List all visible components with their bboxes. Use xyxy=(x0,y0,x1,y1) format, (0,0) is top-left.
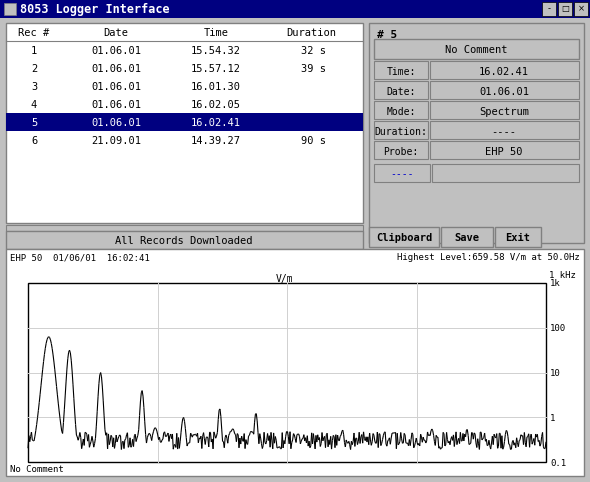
Text: 4: 4 xyxy=(31,100,37,110)
Bar xyxy=(6,231,363,249)
Text: 3: 3 xyxy=(31,82,37,92)
Text: 16.02.41: 16.02.41 xyxy=(191,118,241,128)
Bar xyxy=(6,113,363,131)
Bar xyxy=(369,23,584,243)
Text: Duration: Duration xyxy=(286,28,336,38)
Bar xyxy=(374,81,428,99)
Text: 5: 5 xyxy=(31,118,37,128)
Text: Save: Save xyxy=(454,233,480,243)
Text: 16.02.05: 16.02.05 xyxy=(191,100,241,110)
Text: 1 kHz: 1 kHz xyxy=(549,270,576,280)
Text: Probe:: Probe: xyxy=(384,147,419,157)
Text: 15.57.12: 15.57.12 xyxy=(191,64,241,74)
Bar xyxy=(0,0,590,18)
Text: Exit: Exit xyxy=(506,233,530,243)
Text: Duration:: Duration: xyxy=(375,127,427,137)
Text: 14.39.27: 14.39.27 xyxy=(191,136,241,146)
Bar xyxy=(374,121,428,139)
Text: ×: × xyxy=(578,4,585,13)
Text: 32 s: 32 s xyxy=(301,46,326,56)
Bar xyxy=(430,121,579,139)
Text: Spectrum: Spectrum xyxy=(479,107,529,117)
Bar xyxy=(441,227,493,247)
Text: 1: 1 xyxy=(31,46,37,56)
Bar xyxy=(6,225,363,231)
Text: 2: 2 xyxy=(31,64,37,74)
Bar xyxy=(6,249,584,476)
Text: 01.06.01: 01.06.01 xyxy=(91,100,141,110)
Text: 16.01.30: 16.01.30 xyxy=(191,82,241,92)
Bar xyxy=(369,227,439,247)
Text: 01.06.01: 01.06.01 xyxy=(91,82,141,92)
Text: Date:: Date: xyxy=(386,87,416,97)
Text: Rec #: Rec # xyxy=(18,28,50,38)
Text: Mode:: Mode: xyxy=(386,107,416,117)
Text: Time: Time xyxy=(204,28,228,38)
Bar xyxy=(374,164,430,182)
Bar xyxy=(374,61,428,79)
Text: □: □ xyxy=(561,4,569,13)
Text: EHP 50  01/06/01  16:02:41: EHP 50 01/06/01 16:02:41 xyxy=(10,254,150,263)
Bar xyxy=(6,23,363,223)
Text: 01.06.01: 01.06.01 xyxy=(91,46,141,56)
Text: 10: 10 xyxy=(550,369,560,378)
Text: 01.06.01: 01.06.01 xyxy=(91,64,141,74)
Text: V/m: V/m xyxy=(276,274,294,284)
Text: 1: 1 xyxy=(550,414,555,423)
Bar xyxy=(495,227,541,247)
Bar xyxy=(430,81,579,99)
Bar xyxy=(4,3,16,15)
Text: 01.06.01: 01.06.01 xyxy=(91,118,141,128)
Text: Time:: Time: xyxy=(386,67,416,77)
Bar xyxy=(374,141,428,159)
Text: 15.54.32: 15.54.32 xyxy=(191,46,241,56)
Bar xyxy=(374,39,579,59)
Text: 01.06.01: 01.06.01 xyxy=(479,87,529,97)
Text: 90 s: 90 s xyxy=(301,136,326,146)
Text: 16.02.41: 16.02.41 xyxy=(479,67,529,77)
Text: Highest Level:659.58 V/m at 50.0Hz: Highest Level:659.58 V/m at 50.0Hz xyxy=(397,254,580,263)
Text: 100: 100 xyxy=(550,324,566,333)
Bar xyxy=(374,101,428,119)
Bar xyxy=(542,2,556,16)
Text: 6: 6 xyxy=(31,136,37,146)
Bar xyxy=(430,101,579,119)
Bar xyxy=(28,283,546,462)
Text: No Comment: No Comment xyxy=(445,45,507,55)
Text: 1k: 1k xyxy=(550,280,560,289)
Text: No Comment: No Comment xyxy=(10,466,64,474)
Text: Clipboard: Clipboard xyxy=(376,233,432,243)
Text: -: - xyxy=(548,4,550,13)
Text: All Records Downloaded: All Records Downloaded xyxy=(115,236,253,246)
Bar xyxy=(432,164,579,182)
Text: ----: ---- xyxy=(491,127,516,137)
Bar xyxy=(558,2,572,16)
Text: ----: ---- xyxy=(390,169,414,179)
Text: 21.09.01: 21.09.01 xyxy=(91,136,141,146)
Text: 8053 Logger Interface: 8053 Logger Interface xyxy=(20,3,170,16)
Bar xyxy=(430,141,579,159)
Text: Date: Date xyxy=(103,28,129,38)
Text: 39 s: 39 s xyxy=(301,64,326,74)
Text: # 5: # 5 xyxy=(377,30,397,40)
Text: 0.1: 0.1 xyxy=(550,458,566,468)
Bar xyxy=(430,61,579,79)
Text: EHP 50: EHP 50 xyxy=(485,147,523,157)
Bar xyxy=(574,2,588,16)
